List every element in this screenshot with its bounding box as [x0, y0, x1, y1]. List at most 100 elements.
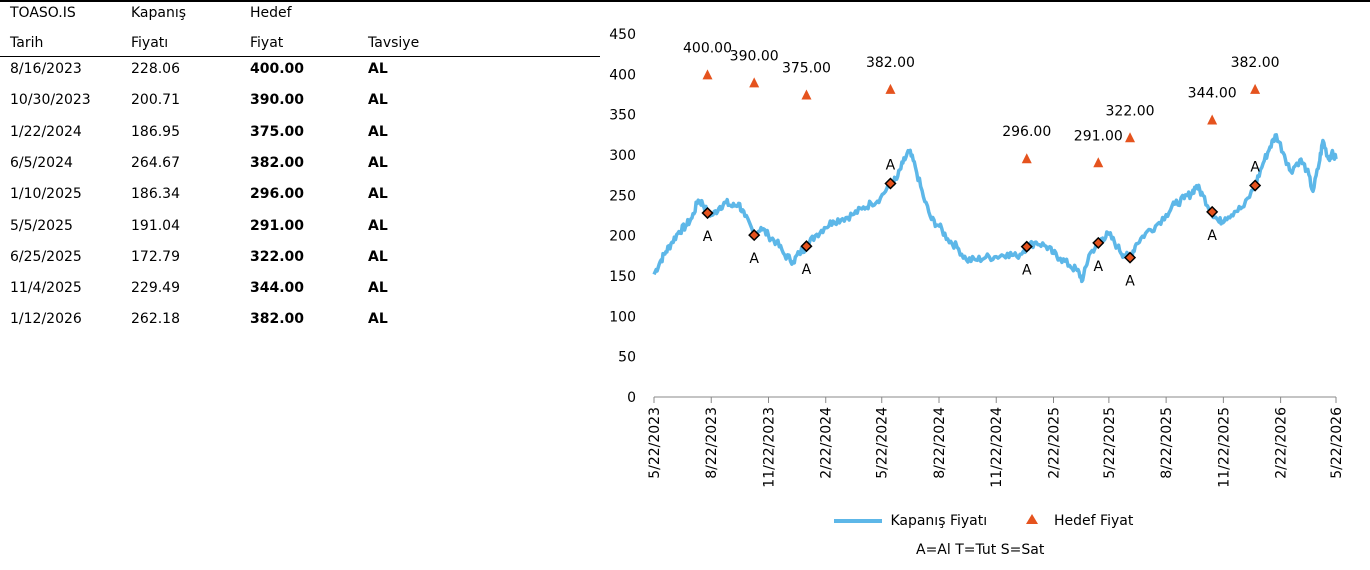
target-price-label: 344.00	[1188, 86, 1237, 102]
target-price-label: 382.00	[1231, 55, 1280, 71]
y-tick-label: 400	[609, 67, 636, 83]
y-tick-label: 0	[627, 390, 636, 406]
row-target: 400.00	[250, 61, 305, 77]
recommendation-label: A	[1250, 160, 1260, 176]
y-tick-label: 250	[609, 188, 636, 204]
recommendation-label: A	[703, 229, 713, 245]
target-price-label: 296.00	[1002, 124, 1051, 140]
recommendation-point	[800, 240, 813, 253]
x-tick-label: 5/22/2026	[1329, 407, 1345, 479]
row-recommendation: AL	[368, 186, 388, 203]
legend-item-close: Kapanış Fiyatı	[834, 513, 987, 529]
row-recommendation: AL	[368, 280, 388, 297]
row-close: 228.06	[131, 61, 180, 77]
recommendation-point	[1123, 251, 1137, 264]
row-recommendation: AL	[368, 311, 388, 328]
legend-close-label: Kapanış Fiyatı	[890, 513, 988, 529]
target-price-label: 400.00	[683, 40, 732, 56]
y-tick-label: 450	[609, 27, 636, 43]
x-tick-label: 2/22/2024	[819, 407, 835, 479]
header-cell: Tarih	[10, 35, 44, 51]
row-date: 6/5/2024	[10, 154, 73, 171]
row-close: 172.79	[131, 248, 180, 265]
x-tick-label: 2/22/2026	[1274, 407, 1290, 479]
row-date: 1/22/2024	[10, 123, 82, 140]
row-close: 200.71	[131, 92, 180, 109]
x-tick-label: 5/22/2023	[647, 407, 663, 479]
row-close: 191.04	[131, 217, 180, 234]
target-price-marker	[1250, 83, 1261, 94]
row-recommendation: AL	[368, 217, 388, 234]
header-cell: Hedef	[250, 5, 292, 21]
header-cell: Fiyat	[250, 35, 284, 51]
target-price-marker	[1093, 157, 1104, 168]
y-tick-label: 200	[609, 229, 636, 245]
x-tick-label: 11/22/2023	[761, 407, 777, 488]
row-recommendation: AL	[368, 154, 388, 171]
x-tick-label: 2/22/2025	[1046, 407, 1062, 479]
target-price-marker	[1125, 132, 1136, 143]
row-close: 186.95	[131, 123, 180, 140]
recommendation-label: A	[749, 251, 759, 267]
recommendation-label: A	[1125, 274, 1135, 290]
recommendation-point	[701, 206, 714, 220]
row-target: 382.00	[250, 311, 305, 328]
target-price-label: 382.00	[866, 55, 915, 71]
row-recommendation: AL	[368, 61, 388, 77]
header-cell: Kapanış	[131, 5, 187, 21]
x-tick-label: 8/22/2024	[932, 407, 948, 479]
x-tick-label: 8/22/2023	[704, 407, 720, 479]
target-price-label: 390.00	[730, 48, 779, 64]
row-target: 382.00	[250, 154, 305, 171]
x-tick-label: 11/22/2025	[1216, 407, 1232, 488]
header-cell: TOASO.IS	[10, 5, 76, 21]
price-chart: 0 50 100 150 200 250 300 350 400 450 5/22/2023 8/22…	[609, 27, 1345, 488]
row-recommendation: AL	[368, 92, 388, 109]
y-tick-label: 50	[618, 350, 636, 366]
header-divider	[0, 56, 600, 57]
recommendation-key-note: A=Al T=Tut S=Sat	[916, 542, 1045, 558]
row-close: 264.67	[131, 154, 180, 171]
row-date: 5/5/2025	[10, 217, 73, 234]
x-tick-label: 11/22/2024	[989, 407, 1005, 488]
recommendation-label: A	[886, 157, 896, 173]
row-recommendation: AL	[368, 123, 388, 140]
x-tick-label: 8/22/2025	[1159, 407, 1175, 479]
recommendation-point	[1249, 179, 1262, 192]
close-price-line	[652, 133, 1338, 284]
row-target: 390.00	[250, 92, 305, 109]
recommendation-point	[884, 177, 897, 190]
header-cell: Tavsiye	[368, 35, 420, 51]
recommendation-label: A	[1207, 228, 1217, 244]
row-date: 11/4/2025	[10, 280, 82, 297]
triangle-icon	[1025, 514, 1038, 524]
row-date: 10/30/2023	[10, 92, 91, 109]
y-tick-label: 100	[609, 309, 636, 325]
row-target: 322.00	[250, 248, 305, 265]
row-close: 262.18	[131, 311, 180, 328]
row-target: 291.00	[250, 217, 305, 234]
row-target: 375.00	[250, 123, 305, 140]
row-close: 186.34	[131, 186, 180, 203]
target-price-marker	[1021, 153, 1032, 164]
target-price-marker	[801, 89, 812, 100]
target-price-marker	[885, 83, 896, 94]
legend-line-swatch	[834, 519, 882, 523]
row-date: 1/12/2026	[10, 311, 82, 328]
legend-target-label: Hedef Fiyat	[1054, 513, 1134, 529]
recommendation-point	[1020, 240, 1033, 253]
top-border	[0, 0, 1370, 2]
target-price-label: 375.00	[782, 61, 831, 77]
row-target: 296.00	[250, 186, 305, 203]
chart-legend: Kapanış Fiyatı Hedef Fiyat	[834, 513, 1167, 529]
legend-item-target: Hedef Fiyat	[1025, 513, 1134, 529]
recommendation-label: A	[1094, 259, 1104, 275]
row-date: 6/25/2025	[10, 248, 82, 265]
recommendation-label: A	[802, 262, 812, 278]
target-price-marker	[749, 77, 760, 88]
row-close: 229.49	[131, 280, 180, 297]
target-price-marker	[1207, 114, 1218, 125]
row-recommendation: AL	[368, 248, 388, 265]
y-tick-label: 150	[609, 269, 636, 285]
y-tick-label: 300	[609, 148, 636, 164]
